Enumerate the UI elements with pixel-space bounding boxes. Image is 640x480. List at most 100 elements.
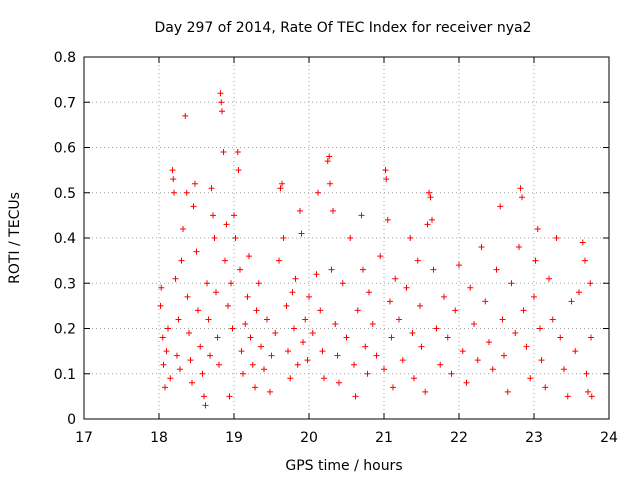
y-tick-label: 0.8 [54, 50, 76, 66]
data-point [272, 330, 279, 337]
data-point [247, 334, 254, 341]
data-point [189, 379, 195, 386]
data-point [381, 366, 387, 373]
data-point [362, 343, 369, 350]
data-point [373, 352, 380, 359]
data-point [244, 293, 251, 300]
data-point [588, 334, 594, 341]
data-point [459, 348, 466, 355]
data-point [482, 298, 489, 305]
data-point [564, 393, 571, 400]
data-point [542, 384, 549, 391]
data-point [253, 307, 260, 314]
data-point [557, 334, 564, 341]
data-point [193, 248, 200, 255]
data-point [463, 379, 470, 386]
data-point [184, 293, 191, 300]
data-point [418, 343, 425, 350]
data-point [390, 384, 396, 391]
data-point [579, 239, 586, 246]
data-point [223, 221, 230, 228]
data-point [587, 280, 594, 287]
data-point [202, 402, 209, 409]
data-point [474, 357, 481, 364]
data-point [568, 298, 575, 305]
data-point [225, 302, 231, 309]
x-tick-label: 24 [600, 430, 618, 446]
data-point [411, 375, 417, 382]
data-point [330, 207, 336, 214]
data-point [517, 185, 524, 192]
data-point [437, 361, 444, 368]
data-point [213, 289, 219, 296]
y-tick-label: 0.1 [54, 367, 76, 383]
data-point [467, 284, 474, 291]
data-point [280, 235, 287, 241]
data-point [258, 343, 264, 350]
data-point [264, 316, 270, 323]
y-axis-title: ROTI / TECUs [7, 192, 23, 284]
data-point [172, 275, 179, 282]
data-point [328, 266, 335, 273]
x-tick-label: 19 [225, 430, 243, 446]
data-point [504, 388, 511, 395]
data-point [160, 361, 167, 368]
data-point [407, 235, 414, 241]
data-point [157, 302, 164, 309]
y-tick-label: 0.2 [54, 322, 76, 338]
data-point [222, 257, 228, 264]
data-point [235, 167, 242, 174]
data-point [255, 280, 262, 287]
data-point [317, 307, 324, 314]
data-point [246, 253, 252, 260]
data-point [211, 235, 218, 241]
data-point [182, 112, 189, 119]
data-point [252, 384, 258, 391]
data-point [516, 244, 522, 251]
data-point [279, 180, 285, 187]
data-point [426, 189, 432, 196]
data-point [382, 167, 389, 174]
data-point [285, 348, 291, 355]
y-tick-label: 0.6 [54, 141, 76, 157]
data-point [159, 334, 166, 341]
data-point [508, 280, 515, 287]
data-point [444, 334, 451, 341]
data-point [326, 153, 333, 160]
data-point [261, 366, 267, 373]
data-point [321, 375, 327, 382]
data-point [441, 293, 447, 300]
data-point [292, 275, 299, 282]
data-point [267, 388, 273, 395]
data-point [228, 280, 234, 287]
data-point [180, 225, 186, 232]
data-point [283, 302, 290, 309]
data-point [585, 388, 591, 395]
data-point [512, 330, 519, 337]
data-point [276, 257, 282, 264]
data-point [219, 108, 225, 115]
data-point [220, 149, 227, 156]
data-point [319, 348, 326, 355]
data-point [336, 379, 342, 386]
data-point [532, 257, 539, 264]
data-point [433, 325, 440, 332]
data-point [192, 180, 198, 187]
data-point [499, 316, 506, 323]
data-point [501, 352, 507, 359]
data-point [352, 393, 359, 400]
data-point [471, 320, 477, 327]
data-point [519, 194, 525, 201]
data-point [478, 244, 485, 251]
data-point [163, 348, 170, 355]
y-tick-label: 0 [67, 412, 76, 428]
data-point [178, 257, 185, 264]
data-point [546, 275, 552, 282]
data-point [207, 352, 213, 359]
data-point [204, 280, 210, 287]
data-point [199, 370, 206, 377]
data-point [392, 275, 399, 282]
x-tick-label: 21 [375, 430, 393, 446]
data-point [448, 370, 455, 377]
